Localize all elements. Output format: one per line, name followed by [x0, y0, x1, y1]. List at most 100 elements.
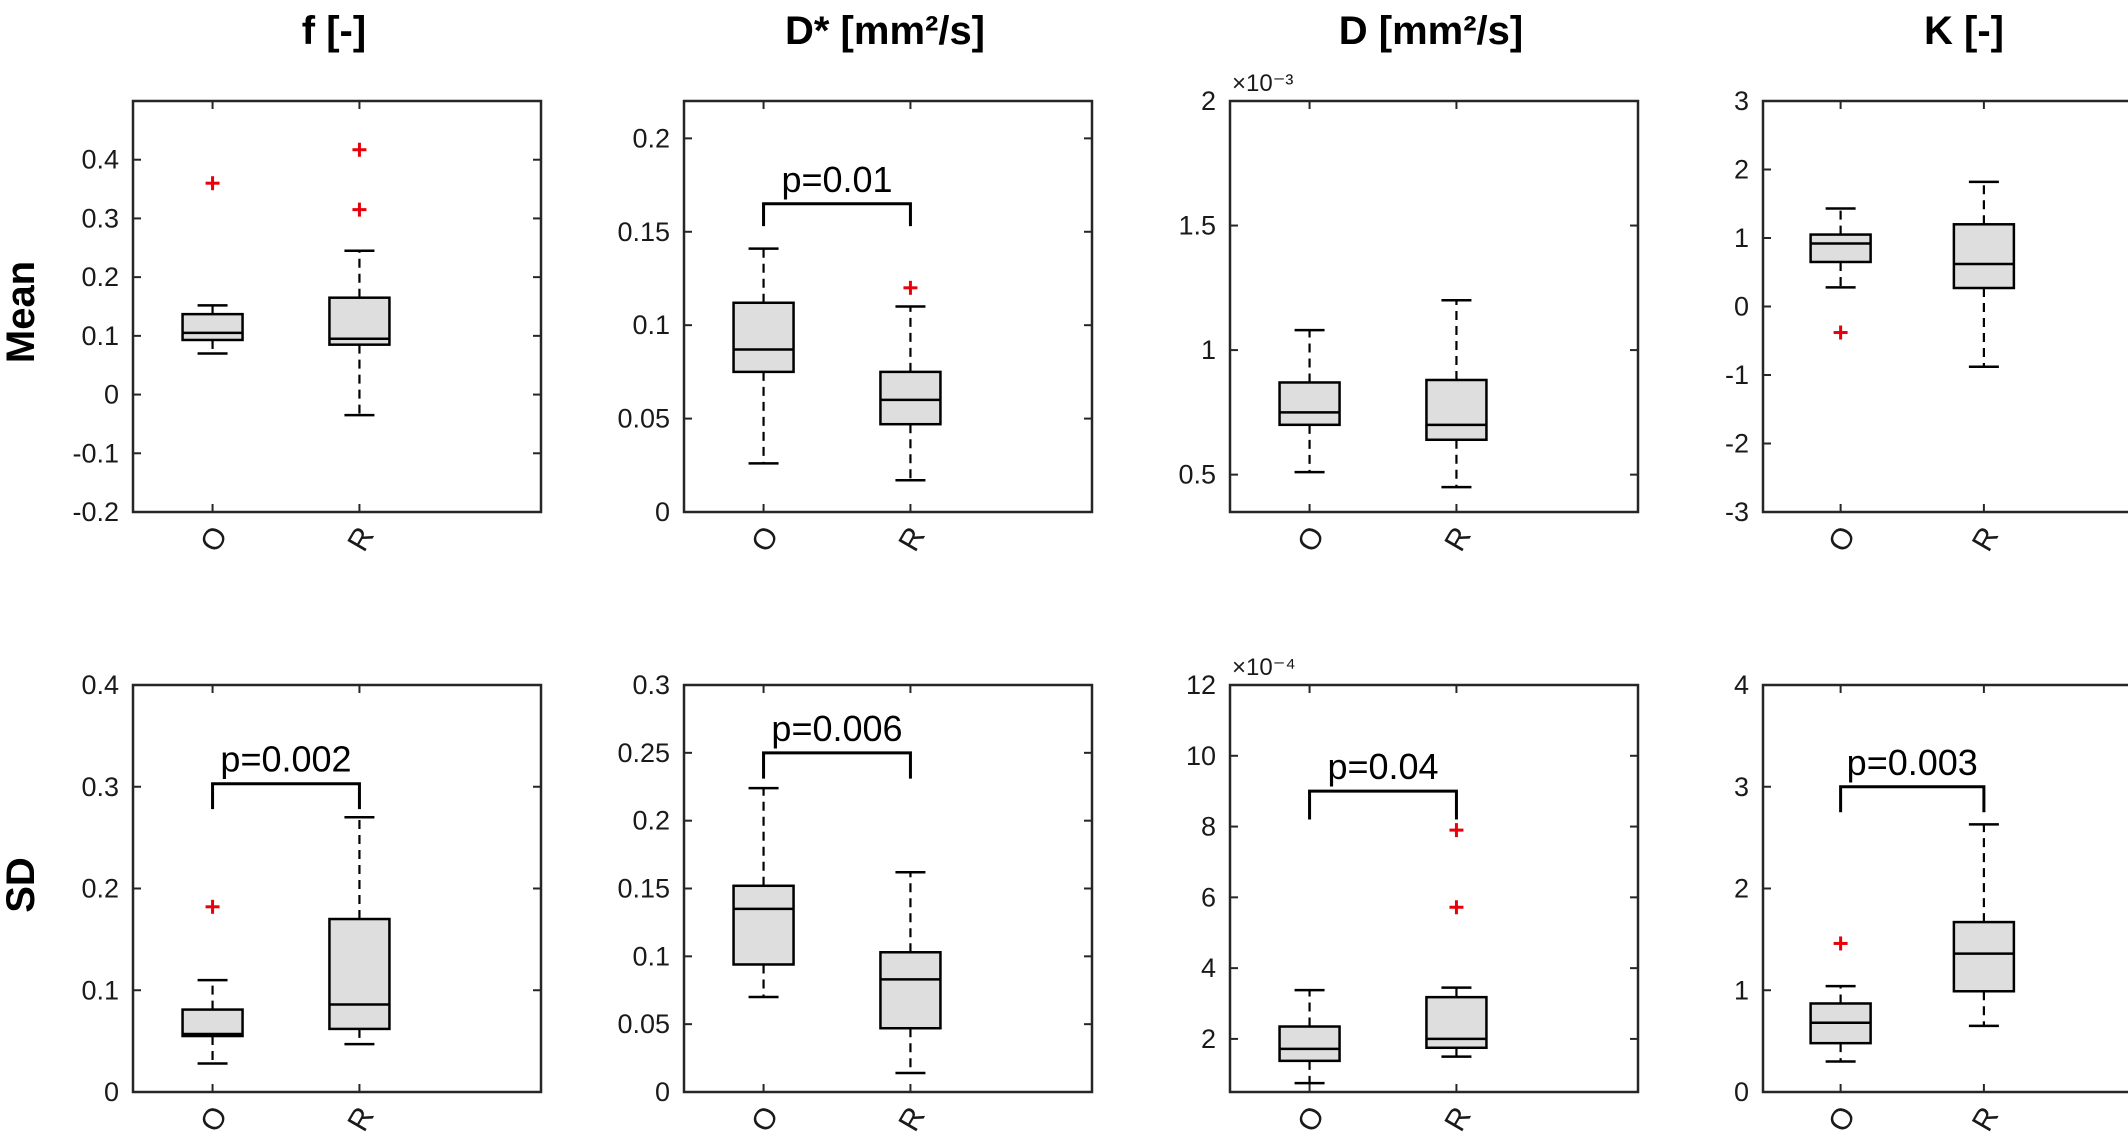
panel-sd-6: 2 4 6 8 10 12 ×10⁻⁴ O Rp=0.04 [1186, 654, 1640, 1138]
y-tick-label: 0.2 [81, 262, 119, 292]
y-tick-label: 0.2 [632, 806, 670, 836]
box-o [181, 899, 244, 1065]
axis-exponent-label: ×10⁻³ [1232, 70, 1293, 97]
category-label-r: R [1966, 1102, 2005, 1137]
y-tick-label: 0 [655, 497, 670, 527]
y-tick-label: 4 [1201, 953, 1216, 983]
y-tick-label: 0.1 [81, 975, 119, 1005]
category-label-r: R [342, 1102, 381, 1137]
significance-bracket [211, 782, 361, 810]
panel-mean-2: 0.5 1 1.5 2 ×10⁻³ O R [1178, 70, 1640, 558]
category-label-o: O [194, 521, 234, 558]
box-r [328, 142, 391, 417]
y-tick-label: 8 [1201, 812, 1216, 842]
axes-frame [1761, 99, 2128, 514]
y-tick-label: 0 [655, 1077, 670, 1107]
axis-exponent-label: ×10⁻⁴ [1232, 654, 1296, 681]
y-tick-label: 0.3 [81, 772, 119, 802]
category-label-o: O [1822, 521, 1862, 558]
y-tick-label: 4 [1734, 670, 1749, 700]
y-tick-label: 0.3 [632, 670, 670, 700]
category-label-r: R [1439, 1102, 1478, 1137]
axes-frame [1228, 99, 1640, 514]
significance-bracket [1308, 789, 1458, 820]
y-tick-label: 12 [1186, 670, 1216, 700]
y-tick-label: 1 [1734, 223, 1749, 253]
y-tick-label: 10 [1186, 741, 1216, 771]
outlier-marker [1833, 325, 1848, 340]
category-label-o: O [194, 1101, 234, 1138]
significance-bracket [1839, 785, 1986, 813]
box-iqr [181, 312, 244, 342]
category-label-o: O [745, 1101, 785, 1138]
outlier-marker [205, 176, 220, 191]
axes-frame [1228, 683, 1640, 1094]
p-value-label: p=0.002 [220, 739, 351, 780]
outlier-marker [1449, 823, 1464, 838]
y-tick-label: 0.4 [81, 145, 119, 175]
y-tick-label: 0 [104, 380, 119, 410]
box-r [879, 870, 942, 1075]
y-tick-label: 0.1 [632, 941, 670, 971]
panel-mean-0: -0.2 -0.1 0 0.1 0.2 0.3 0.4 O R [72, 99, 543, 558]
box-iqr [1425, 378, 1488, 442]
box-iqr [328, 917, 391, 1031]
y-tick-label: 0.1 [632, 310, 670, 340]
y-tick-label: 0 [1734, 1077, 1749, 1107]
category-label-r: R [893, 1102, 932, 1137]
outlier-marker [205, 899, 220, 914]
category-label-r: R [1439, 522, 1478, 557]
box-o [1278, 328, 1341, 474]
box-r [1952, 823, 2016, 1028]
p-value-label: p=0.01 [781, 159, 892, 200]
y-tick-label: 6 [1201, 882, 1216, 912]
outlier-marker [903, 280, 918, 295]
outlier-marker [352, 142, 367, 157]
y-tick-label: 0.2 [81, 874, 119, 904]
category-label-r: R [1966, 522, 2005, 557]
category-label-r: R [893, 522, 932, 557]
row-label-mean: Mean [0, 261, 43, 363]
box-iqr [879, 370, 942, 426]
box-o [1809, 936, 1872, 1063]
box-iqr [1809, 233, 1872, 264]
panel-sd-7: 0 1 2 3 4 O Rp=0.003 [1734, 670, 2128, 1138]
p-value-label: p=0.003 [1847, 742, 1978, 783]
box-o [1278, 988, 1341, 1085]
y-tick-label: 0.2 [632, 123, 670, 153]
y-tick-label: 3 [1734, 86, 1749, 116]
y-tick-label: 0.05 [617, 404, 670, 434]
y-tick-label: 2 [1201, 1024, 1216, 1054]
column-title-k: K [-] [1924, 9, 2004, 53]
panel-sd-4: 0 0.1 0.2 0.3 0.4 O Rp=0.002 [81, 670, 543, 1138]
axes-frame [131, 99, 543, 514]
y-tick-label: 0.15 [617, 217, 670, 247]
y-tick-label: 0.5 [1178, 460, 1216, 490]
y-tick-label: 2 [1734, 874, 1749, 904]
outlier-marker [1449, 900, 1464, 915]
box-r [1425, 823, 1488, 1058]
y-tick-label: 0 [1734, 292, 1749, 322]
column-title-dstar: D* [mm²/s] [785, 9, 985, 53]
box-o [181, 176, 244, 355]
y-tick-label: 2 [1734, 155, 1749, 185]
significance-bracket [762, 751, 912, 779]
box-iqr [1952, 920, 2016, 993]
column-title-d: D [mm²/s] [1339, 9, 1523, 53]
significance-bracket [762, 202, 912, 227]
p-value-label: p=0.04 [1327, 746, 1438, 787]
box-iqr [181, 1008, 244, 1038]
p-value-label: p=0.006 [771, 708, 902, 749]
y-tick-label: 3 [1734, 772, 1749, 802]
y-tick-label: 0.3 [81, 203, 119, 233]
y-tick-label: 1.5 [1178, 211, 1216, 241]
box-r [328, 816, 391, 1046]
category-label-o: O [1822, 1101, 1862, 1138]
axes-frame [682, 99, 1094, 514]
box-r [1952, 180, 2016, 369]
category-label-r: R [342, 522, 381, 557]
box-r [879, 280, 942, 482]
y-tick-label: 0.1 [81, 321, 119, 351]
box-iqr [1425, 995, 1488, 1050]
box-o [1809, 207, 1872, 340]
